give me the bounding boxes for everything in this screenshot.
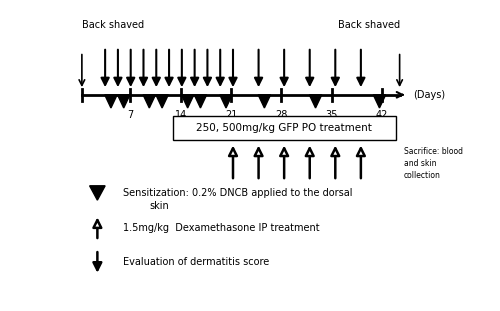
Text: Sacrifice: blood
and skin
collection: Sacrifice: blood and skin collection — [404, 147, 462, 180]
Polygon shape — [194, 95, 206, 108]
Text: 21: 21 — [225, 110, 237, 120]
Polygon shape — [310, 95, 322, 108]
Polygon shape — [374, 95, 386, 108]
FancyBboxPatch shape — [173, 116, 396, 140]
Text: 42: 42 — [376, 110, 388, 120]
Polygon shape — [90, 186, 105, 200]
Text: 7: 7 — [127, 110, 134, 120]
Text: skin: skin — [150, 201, 170, 211]
Text: Sensitization: 0.2% DNCB applied to the dorsal: Sensitization: 0.2% DNCB applied to the … — [122, 188, 352, 198]
Polygon shape — [220, 95, 232, 108]
Text: 250, 500mg/kg GFP PO treatment: 250, 500mg/kg GFP PO treatment — [196, 123, 372, 133]
Text: Back shaved: Back shaved — [82, 20, 144, 30]
Text: Evaluation of dermatitis score: Evaluation of dermatitis score — [122, 258, 269, 267]
Polygon shape — [182, 95, 194, 108]
Text: Back shaved: Back shaved — [338, 20, 400, 30]
Polygon shape — [104, 95, 117, 108]
Polygon shape — [156, 95, 168, 108]
Text: 14: 14 — [174, 110, 187, 120]
Polygon shape — [118, 95, 130, 108]
Text: (Days): (Days) — [413, 90, 446, 100]
Polygon shape — [143, 95, 156, 108]
Text: 28: 28 — [275, 110, 287, 120]
Text: 35: 35 — [326, 110, 338, 120]
Text: 1.5mg/kg  Dexamethasone IP treatment: 1.5mg/kg Dexamethasone IP treatment — [122, 223, 319, 233]
Polygon shape — [258, 95, 270, 108]
